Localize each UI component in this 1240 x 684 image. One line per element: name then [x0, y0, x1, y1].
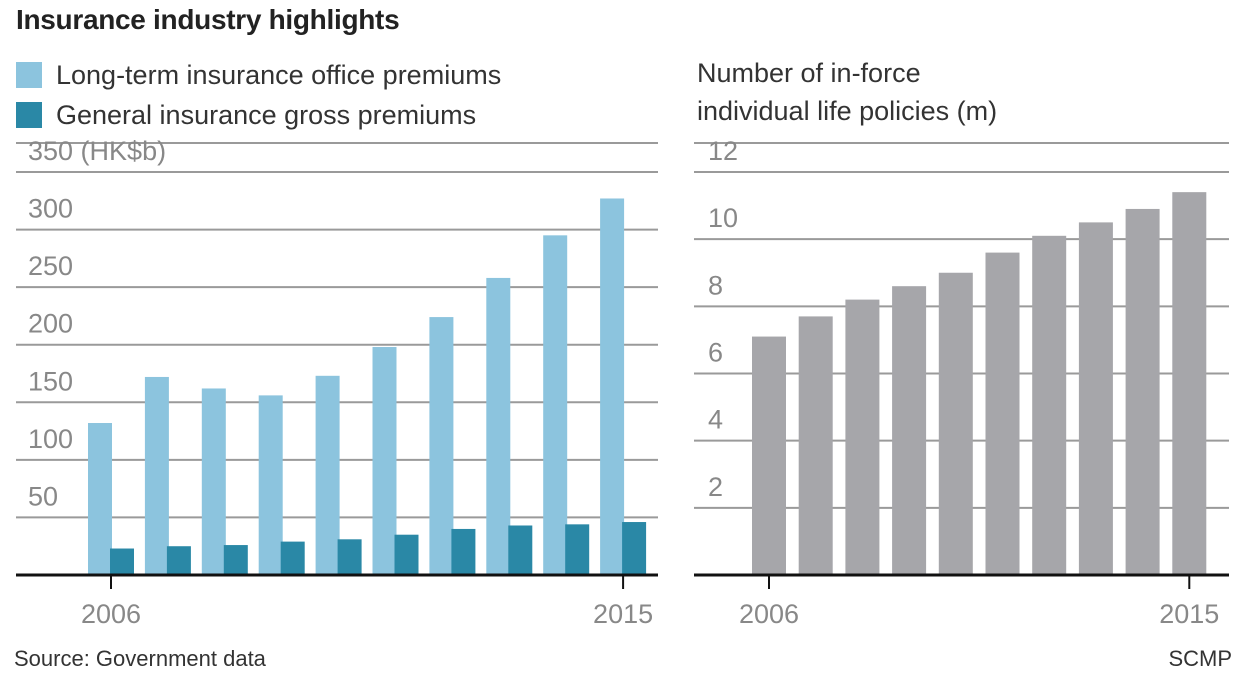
chart-1-y-tick-label: 12 — [708, 136, 738, 166]
chart-0-x-tick-label: 2006 — [81, 599, 141, 629]
chart-0-bar-series-0 — [144, 376, 169, 575]
chart-0-bar-series-1 — [565, 524, 590, 575]
chart-0-bar-series-0 — [88, 423, 112, 575]
chart-1-bar-series-0 — [1125, 208, 1160, 576]
chart-0-y-tick-label: 50 — [28, 481, 58, 511]
chart-0-bar-series-0 — [600, 198, 625, 576]
chart-1-y-tick-label: 10 — [708, 203, 738, 233]
chart-0-bar-series-1 — [508, 525, 533, 575]
chart-1-y-tick-label: 4 — [708, 405, 723, 435]
chart-0-bar-series-0 — [429, 317, 454, 575]
chart-title: Insurance industry highlights — [16, 4, 400, 35]
chart-0-y-tick-label: 250 — [28, 251, 73, 281]
chart-1-y-tick-label: 6 — [708, 338, 723, 368]
right-chart-title-line-1: Number of in-force — [697, 58, 921, 88]
chart-0-bar-series-1 — [337, 539, 362, 575]
credit-label: SCMP — [1168, 646, 1232, 671]
chart-0-bar-series-1 — [110, 548, 134, 575]
chart-0-bar-series-1 — [622, 522, 647, 575]
chart-1-bar-series-0 — [1172, 192, 1207, 575]
chart-1-bar-series-0 — [1078, 222, 1113, 575]
chart-0-x-tick-label: 2015 — [593, 599, 653, 629]
chart-0-y-tick-label: 350 (HK$b) — [28, 136, 166, 166]
legend-label-long-term: Long-term insurance office premiums — [56, 59, 502, 90]
chart-1-x-tick-label: 2015 — [1159, 599, 1219, 629]
chart-0-bar-series-0 — [543, 235, 568, 576]
chart-0-bar-series-1 — [451, 528, 476, 575]
chart-0-bar-series-1 — [394, 534, 419, 575]
legend-swatch-long-term — [16, 62, 42, 88]
chart-1-y-tick-label: 2 — [708, 472, 723, 502]
chart-0-bar-series-1 — [166, 546, 191, 575]
chart-0-bar-series-1 — [280, 541, 305, 575]
chart-1-bar-series-0 — [938, 272, 973, 575]
chart-0-bar-series-0 — [315, 375, 340, 575]
legend-label-general: General insurance gross premiums — [56, 99, 477, 130]
chart-0-bar-series-0 — [486, 277, 511, 575]
chart-1-y-tick-label: 8 — [708, 270, 723, 300]
chart-1-bar-series-0 — [985, 252, 1020, 575]
chart-0-y-tick-label: 150 — [28, 366, 73, 396]
chart-0-bar-series-0 — [201, 388, 226, 575]
chart-0-y-tick-label: 300 — [28, 194, 73, 224]
chart-0-bar-series-1 — [223, 545, 248, 575]
right-chart-title-line-2: individual life policies (m) — [697, 96, 998, 126]
chart-0-y-tick-label: 100 — [28, 424, 73, 454]
chart-1-bar-series-0 — [798, 316, 833, 575]
chart-1-bar-series-0 — [892, 286, 927, 575]
chart-0-y-tick-label: 200 — [28, 309, 73, 339]
source-note: Source: Government data — [14, 646, 266, 671]
chart-1-bar-series-0 — [752, 336, 786, 575]
legend-swatch-general — [16, 102, 42, 128]
legend-item-general: General insurance gross premiums — [16, 98, 476, 132]
chart-0-bar-series-0 — [372, 347, 397, 575]
legend-item-long-term: Long-term insurance office premiums — [16, 58, 501, 92]
chart-1-bar-series-0 — [1032, 235, 1067, 575]
chart-0-bar-series-0 — [258, 395, 283, 575]
chart-1-bar-series-0 — [845, 299, 880, 575]
chart-1-x-tick-label: 2006 — [739, 599, 799, 629]
